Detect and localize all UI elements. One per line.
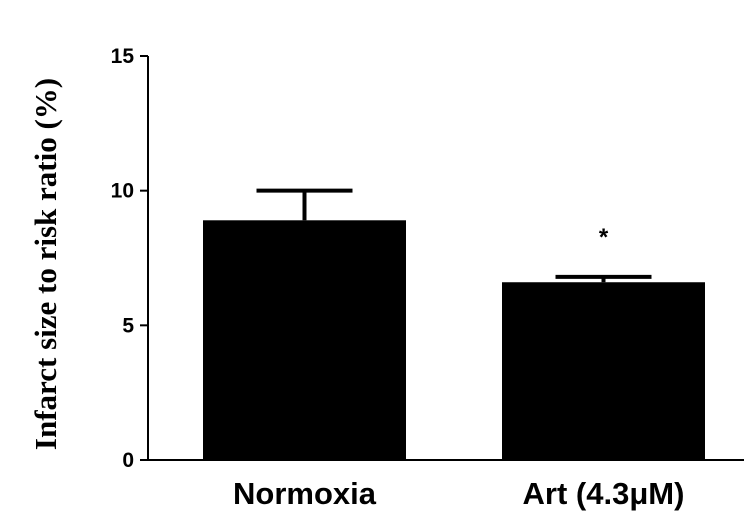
bar (502, 282, 705, 460)
x-category-label: Normoxia (233, 476, 377, 511)
x-category-label: Art (4.3μM) (523, 476, 685, 511)
y-tick-label: 5 (122, 314, 134, 337)
significance-marker: * (599, 224, 609, 251)
y-ticks: 0 5 10 15 (111, 45, 148, 472)
category-labels: Normoxia Art (4.3μM) (233, 476, 684, 511)
y-tick-label: 15 (111, 45, 135, 68)
y-axis-label: Infarct size to risk ratio (%) (28, 78, 63, 450)
y-tick-label: 10 (111, 180, 134, 203)
y-tick-label: 0 (122, 449, 134, 472)
bar (203, 220, 406, 460)
bars: * (203, 188, 705, 460)
